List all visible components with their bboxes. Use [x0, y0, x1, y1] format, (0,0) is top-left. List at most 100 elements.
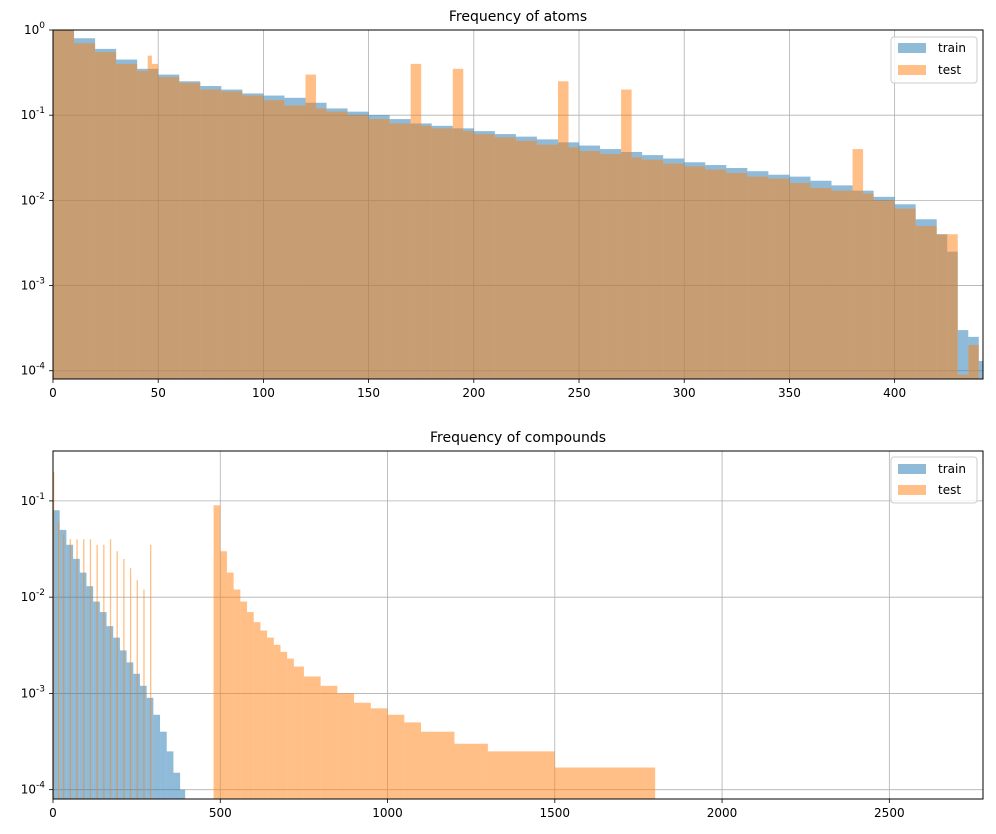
bar-test — [726, 172, 748, 379]
y-tick-label: 10-2 — [21, 191, 45, 207]
bar-test — [431, 128, 453, 379]
bar-test — [305, 74, 317, 380]
bar-test — [263, 100, 285, 380]
bar-test — [410, 63, 422, 379]
bar-test — [768, 178, 790, 379]
bar-test — [936, 234, 958, 379]
bar-test — [116, 63, 138, 379]
bar-test — [158, 77, 180, 379]
x-tick-label: 200 — [462, 386, 485, 400]
legend-swatch-train — [898, 464, 926, 474]
bar-test — [53, 30, 75, 379]
bar-test-spike — [103, 544, 105, 799]
x-tick-label: 350 — [778, 386, 801, 400]
bar-test — [220, 551, 227, 799]
bar-test — [663, 163, 685, 379]
bar-test — [242, 95, 264, 380]
bar-test — [957, 374, 969, 379]
bar-test — [337, 693, 355, 799]
x-tick-label: 1500 — [540, 806, 571, 820]
bar-test — [213, 505, 221, 799]
x-tick-label: 500 — [209, 806, 232, 820]
bar-test — [600, 154, 622, 379]
x-tick-label: 400 — [883, 386, 906, 400]
bar-test — [354, 702, 371, 799]
bar-test — [151, 63, 159, 379]
bar-test — [95, 52, 117, 380]
x-tick-label: 50 — [151, 386, 166, 400]
bar-test-spike — [76, 539, 78, 799]
bar-test — [873, 200, 895, 379]
bar-test — [74, 43, 96, 380]
bar-test — [370, 708, 388, 799]
bar-test — [404, 722, 421, 799]
bar-test — [487, 751, 555, 799]
bar-test — [260, 630, 268, 799]
bar-test-spike — [83, 539, 85, 799]
bar-test-spike — [150, 544, 152, 799]
bar-test — [621, 89, 632, 379]
histogram-bars — [53, 30, 983, 380]
bar-test — [568, 147, 580, 379]
bar-test — [240, 601, 248, 799]
y-tick-label: 10-1 — [21, 106, 45, 122]
x-tick-label: 100 — [252, 386, 275, 400]
legend-swatch-train — [898, 43, 926, 53]
y-tick-label: 10-3 — [21, 684, 45, 700]
bar-test-spike — [143, 589, 145, 799]
bar-test — [421, 125, 432, 380]
bar-test — [179, 82, 201, 379]
chart-atoms: Frequency of atoms 0 50 100 150 200 250 300 350… — [21, 9, 984, 400]
bar-test — [473, 134, 495, 379]
bar-test — [293, 666, 304, 799]
bar-test — [557, 81, 569, 379]
axes-frame — [52, 29, 984, 380]
bar-test — [452, 68, 464, 380]
legend: train test — [890, 456, 978, 504]
bar-test — [320, 685, 338, 799]
bar-test — [705, 169, 727, 379]
bar-test-spike — [136, 580, 138, 799]
bar-test — [287, 658, 294, 799]
bar-test — [326, 111, 348, 380]
x-tick-label: 1000 — [372, 806, 403, 820]
y-tick-label: 100 — [24, 21, 45, 37]
legend-label-train: train — [938, 41, 966, 55]
legend-swatch-test — [898, 485, 926, 495]
x-tick-label: 0 — [49, 806, 57, 820]
bar-test — [420, 731, 455, 799]
bar-test — [347, 115, 369, 379]
legend-label-train: train — [938, 462, 966, 476]
x-tick-label: 2000 — [707, 806, 738, 820]
bar-test — [253, 622, 261, 799]
bar-test — [273, 644, 281, 799]
bar-test-spike — [63, 534, 65, 799]
chart-title: Frequency of compounds — [430, 430, 606, 446]
bar-test — [789, 182, 811, 379]
axes-frame — [52, 450, 984, 800]
y-tick-label: 10-4 — [21, 781, 46, 797]
x-tick-label: 2500 — [874, 806, 905, 820]
bar-test — [747, 176, 769, 379]
bar-test — [494, 137, 516, 379]
bar-train — [180, 789, 186, 799]
y-tick-label: 10-3 — [21, 277, 45, 293]
x-tick-label: 250 — [568, 386, 591, 400]
bar-test-spike — [53, 471, 55, 799]
bar-test — [579, 150, 601, 379]
legend-swatch-test — [898, 65, 926, 75]
x-tick-label: 300 — [673, 386, 696, 400]
bar-train — [160, 731, 167, 799]
bar-test — [387, 714, 405, 799]
bar-test — [247, 612, 254, 799]
axis-ticks: 0 500 1000 1500 2000 2500 10-4 10-3 10-2 10-1 — [21, 492, 905, 820]
bar-test — [221, 91, 243, 379]
bar-test — [454, 743, 488, 799]
y-tick-label: 10-1 — [21, 492, 45, 508]
bar-test — [147, 55, 152, 379]
bar-test — [631, 157, 643, 379]
bar-test — [280, 651, 288, 799]
x-tick-label: 0 — [49, 386, 57, 400]
y-tick-label: 10-4 — [21, 362, 46, 378]
